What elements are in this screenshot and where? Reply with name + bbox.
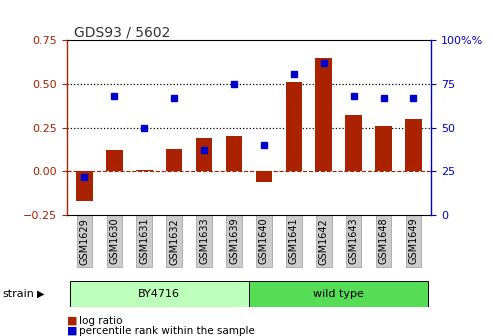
Bar [226,136,242,171]
Bar [70,281,249,307]
Bar [405,119,422,171]
Bar [346,116,362,171]
Bar [375,126,392,171]
Text: ▶: ▶ [37,289,44,299]
Bar [136,170,152,171]
Bar [316,58,332,171]
Text: strain: strain [2,289,35,299]
Text: GDS93 / 5602: GDS93 / 5602 [74,25,170,39]
Bar [196,138,212,171]
Bar [285,82,302,171]
Text: ■: ■ [67,316,77,326]
Bar [76,171,93,201]
Bar [249,281,428,307]
Bar [256,171,272,182]
Text: percentile rank within the sample: percentile rank within the sample [79,326,255,336]
Text: ■: ■ [67,326,77,336]
Text: BY4716: BY4716 [138,289,180,299]
Text: log ratio: log ratio [79,316,122,326]
Bar [106,151,123,171]
Text: wild type: wild type [313,289,364,299]
Bar [166,149,182,171]
